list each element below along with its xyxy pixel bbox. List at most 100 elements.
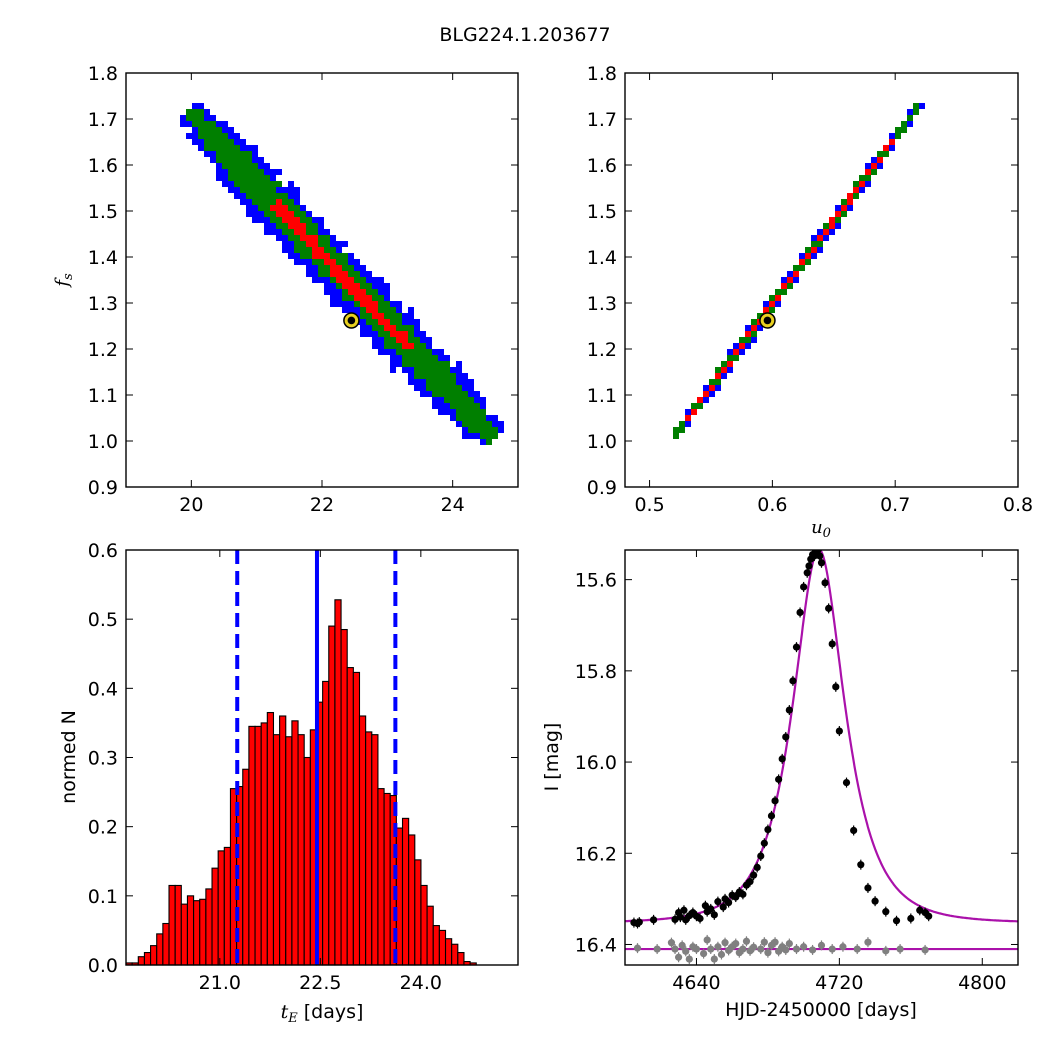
heatmap-cell [288,241,294,247]
data-point [732,893,740,901]
y-tick-label: 1.1 [587,385,617,407]
heatmap-cell [252,169,258,175]
heatmap-cell [378,301,384,307]
heatmap-cell [438,391,444,397]
heatmap-cell [751,331,757,337]
heatmap-cell [865,181,871,187]
y-tick-label: 1.3 [88,293,118,315]
y-tick-label: 0.5 [88,609,118,631]
y-tick-label: 16.0 [575,752,617,774]
heatmap-cell [324,235,330,241]
heatmap-cell [306,241,312,247]
heatmap-cell [769,295,775,301]
heatmap-cell [240,181,246,187]
ll-xlabel: tE [days] [281,1001,364,1026]
data-point [703,936,711,944]
y-tick-label: 1.3 [587,293,617,315]
heatmap-cell [444,385,450,391]
heatmap-cell [276,181,282,187]
data-point [750,943,758,951]
heatmap-cell [450,367,456,373]
heatmap-cell [228,175,234,181]
data-point [817,941,826,949]
heatmap-cell [378,337,384,343]
heatmap-cell [462,385,468,391]
heatmap-cell [390,319,396,325]
data-point [678,941,686,949]
heatmap-cell [240,193,246,199]
heatmap-cell [456,421,462,427]
heatmap-cell [258,205,264,211]
heatmap-cell [901,127,907,133]
heatmap-cell [402,361,408,367]
data-point [800,583,808,591]
heatmap-cell [390,361,396,367]
heatmap-cell [330,235,336,241]
ur-heatmap-cells [673,103,925,439]
histogram-bar [205,888,213,966]
heatmap-cell [312,259,318,265]
data-point [680,906,688,914]
heatmap-cell [420,349,426,355]
heatmap-cell [276,193,282,199]
heatmap-cell [312,253,318,259]
y-tick-label: 1.4 [587,247,617,269]
heatmap-cell [390,301,396,307]
heatmap-cell [330,271,336,277]
heatmap-cell [426,391,432,397]
heatmap-cell [264,223,270,229]
heatmap-cell [228,127,234,133]
heatmap-cell [769,301,775,307]
heatmap-cell [432,379,438,385]
data-point [685,955,693,963]
x-tick-label: 22 [310,494,334,516]
heatmap-cell [811,235,817,241]
heatmap-cell [312,277,318,283]
heatmap-cell [204,121,210,127]
data-point [750,871,758,879]
y-tick-label: 16.2 [575,843,617,865]
heatmap-cell [378,319,384,325]
data-point [825,604,833,612]
heatmap-cell [462,403,468,409]
heatmap-cell [294,247,300,253]
heatmap-cell [312,217,318,223]
histogram-bar [297,734,305,966]
heatmap-cell [438,397,444,403]
heatmap-cell [270,205,276,211]
y-tick-label: 1.7 [88,109,118,131]
heatmap-cell [300,205,306,211]
heatmap-cell [799,259,805,265]
heatmap-cell [480,421,486,427]
heatmap-cell [811,247,817,253]
heatmap-cell [408,367,414,373]
heatmap-cell [492,415,498,421]
heatmap-cell [270,199,276,205]
heatmap-cell [480,433,486,439]
heatmap-cell [186,115,192,121]
heatmap-cell [456,373,462,379]
heatmap-cell [408,343,414,349]
heatmap-cell [204,139,210,145]
heatmap-cell [210,121,216,127]
heatmap-cell [246,175,252,181]
heatmap-cell [456,367,462,373]
histogram-bar [193,900,201,966]
heatmap-cell [270,229,276,235]
heatmap-cell [294,199,300,205]
data-point [674,953,683,961]
heatmap-cell [288,187,294,193]
heatmap-cell [324,283,330,289]
heatmap-cell [444,391,450,397]
data-point [792,643,801,651]
heatmap-cell [258,193,264,199]
data-point [800,943,808,951]
heatmap-cell [486,427,492,433]
heatmap-cell [354,271,360,277]
heatmap-cell [216,133,222,139]
heatmap-cell [865,163,871,169]
heatmap-cell [282,229,288,235]
heatmap-cell [228,133,234,139]
heatmap-cell [234,175,240,181]
heatmap-cell [853,187,859,193]
